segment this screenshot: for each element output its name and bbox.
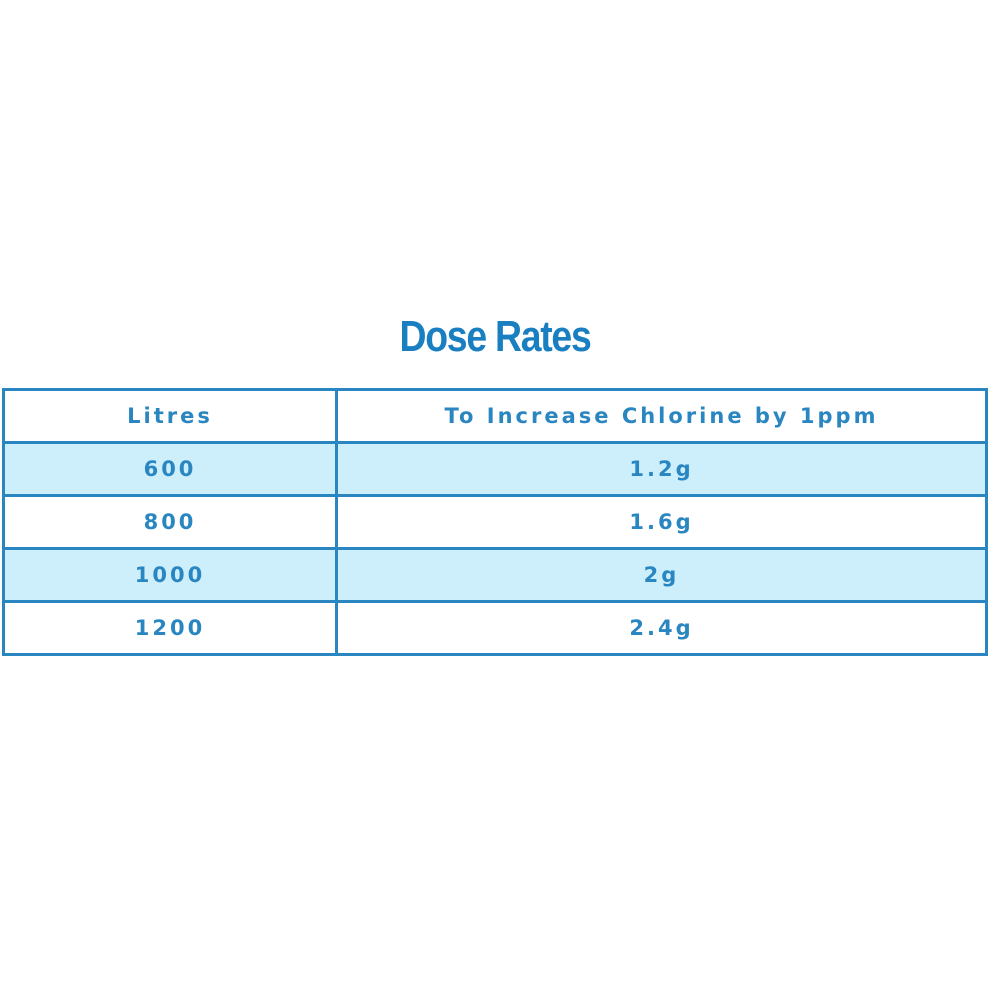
cell: 800 xyxy=(2,494,338,550)
title: Dose Rates xyxy=(399,312,592,361)
cell: 1200 xyxy=(2,600,338,656)
row: 1000 2g xyxy=(2,547,988,603)
cell: 2.4g xyxy=(335,600,988,656)
row: 1200 2.4g xyxy=(2,600,988,656)
row: 600 1.2g xyxy=(2,441,988,497)
header-cell: Litres xyxy=(2,388,338,444)
cell: 1000 xyxy=(2,547,338,603)
dose-table: Litres To Increase Chlorine by 1ppm 600 … xyxy=(2,388,988,656)
cell: 2g xyxy=(335,547,988,603)
row: 800 1.6g xyxy=(2,494,988,550)
header-row: Litres To Increase Chlorine by 1ppm xyxy=(2,388,988,444)
cell: 600 xyxy=(2,441,338,497)
cell: 1.6g xyxy=(335,494,988,550)
header-cell: To Increase Chlorine by 1ppm xyxy=(335,388,988,444)
cell: 1.2g xyxy=(335,441,988,497)
